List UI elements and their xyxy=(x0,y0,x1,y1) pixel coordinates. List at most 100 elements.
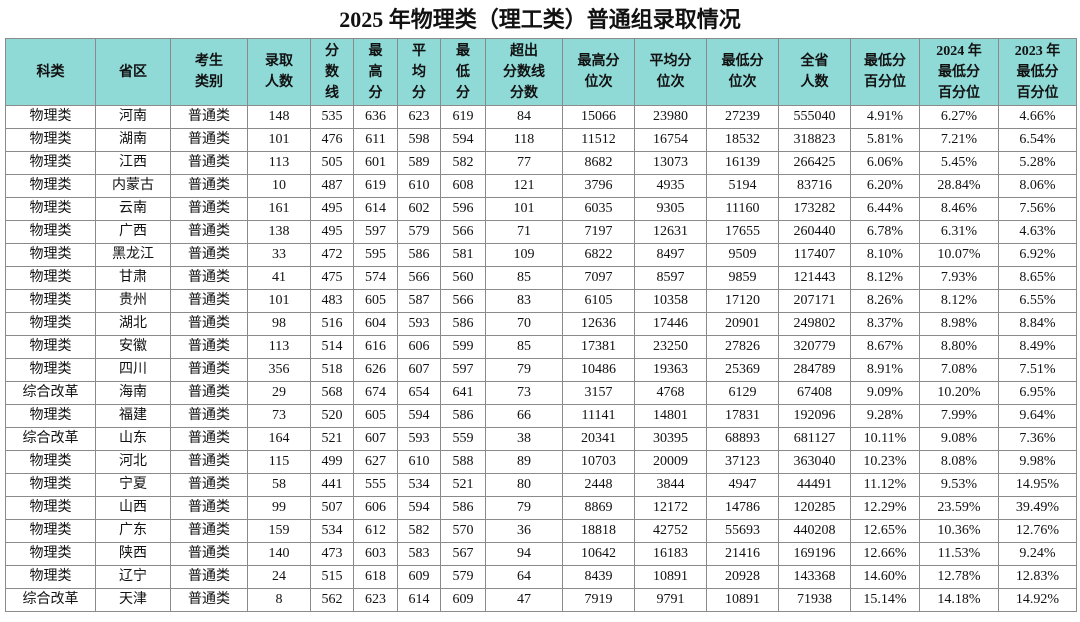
table-cell: 综合改革 xyxy=(5,381,96,405)
table-cell: 121 xyxy=(485,174,563,198)
table-cell: 85 xyxy=(485,266,563,290)
table-cell: 物理类 xyxy=(5,450,96,474)
table-cell: 609 xyxy=(397,565,441,589)
table-cell: 贵州 xyxy=(95,289,171,313)
table-cell: 521 xyxy=(310,427,354,451)
table-cell: 475 xyxy=(310,266,354,290)
table-cell: 天津 xyxy=(95,588,171,612)
table-cell: 7.99% xyxy=(919,404,999,428)
table-cell: 10.36% xyxy=(919,519,999,543)
table-cell: 499 xyxy=(310,450,354,474)
table-cell: 物理类 xyxy=(5,358,96,382)
table-cell: 23250 xyxy=(634,335,707,359)
column-header: 全省 人数 xyxy=(778,38,851,106)
table-cell: 562 xyxy=(310,588,354,612)
column-header: 录取 人数 xyxy=(247,38,311,106)
table-cell: 138 xyxy=(247,220,311,244)
table-cell: 8.12% xyxy=(850,266,920,290)
table-cell: 10358 xyxy=(634,289,707,313)
table-cell: 249802 xyxy=(778,312,851,336)
table-row: 综合改革 山东 普通类 164 521 607 593 559 38 20341 30395 6889… xyxy=(5,427,1077,451)
column-header: 2023 年 最低分 百分位 xyxy=(998,38,1077,106)
table-cell: 589 xyxy=(397,151,441,175)
table-cell: 518 xyxy=(310,358,354,382)
table-cell: 601 xyxy=(353,151,398,175)
table-cell: 甘肃 xyxy=(95,266,171,290)
table-cell: 6.78% xyxy=(850,220,920,244)
table-cell: 10891 xyxy=(634,565,707,589)
table-cell: 559 xyxy=(440,427,486,451)
table-cell: 674 xyxy=(353,381,398,405)
table-cell: 23980 xyxy=(634,105,707,129)
table-cell: 3796 xyxy=(562,174,635,198)
table-cell: 17655 xyxy=(706,220,779,244)
column-header: 最 低 分 xyxy=(440,38,486,106)
table-cell: 广西 xyxy=(95,220,171,244)
table-cell: 普通类 xyxy=(170,542,248,566)
table-cell: 普通类 xyxy=(170,519,248,543)
table-cell: 普通类 xyxy=(170,565,248,589)
table-cell: 164 xyxy=(247,427,311,451)
table-cell: 15.14% xyxy=(850,588,920,612)
table-cell: 681127 xyxy=(778,427,851,451)
table-cell: 603 xyxy=(353,542,398,566)
table-cell: 606 xyxy=(397,335,441,359)
table-cell: 6.44% xyxy=(850,197,920,221)
table-cell: 472 xyxy=(310,243,354,267)
table-cell: 79 xyxy=(485,358,563,382)
table-cell: 10642 xyxy=(562,542,635,566)
table-cell: 安徽 xyxy=(95,335,171,359)
table-cell: 4947 xyxy=(706,473,779,497)
column-header: 最低分 百分位 xyxy=(850,38,920,106)
table-cell: 98 xyxy=(247,312,311,336)
table-cell: 9305 xyxy=(634,197,707,221)
table-cell: 207171 xyxy=(778,289,851,313)
table-cell: 614 xyxy=(397,588,441,612)
table-cell: 物理类 xyxy=(5,312,96,336)
table-cell: 619 xyxy=(440,105,486,129)
table-cell: 24 xyxy=(247,565,311,589)
table-cell: 113 xyxy=(247,151,311,175)
table-cell: 607 xyxy=(353,427,398,451)
table-cell: 黑龙江 xyxy=(95,243,171,267)
table-cell: 534 xyxy=(310,519,354,543)
table-cell: 9791 xyxy=(634,588,707,612)
table-cell: 6.95% xyxy=(998,381,1077,405)
table-cell: 14801 xyxy=(634,404,707,428)
table-cell: 89 xyxy=(485,450,563,474)
table-cell: 520 xyxy=(310,404,354,428)
table-cell: 473 xyxy=(310,542,354,566)
table-cell: 物理类 xyxy=(5,565,96,589)
table-cell: 284789 xyxy=(778,358,851,382)
table-cell: 16139 xyxy=(706,151,779,175)
table-cell: 普通类 xyxy=(170,450,248,474)
table-cell: 566 xyxy=(440,289,486,313)
table-cell: 11.53% xyxy=(919,542,999,566)
table-cell: 8.10% xyxy=(850,243,920,267)
table-cell: 11160 xyxy=(706,197,779,221)
table-row: 物理类 安徽 普通类 113 514 616 606 599 85 17381 23250 27826… xyxy=(5,335,1077,359)
table-cell: 28.84% xyxy=(919,174,999,198)
table-cell: 593 xyxy=(397,427,441,451)
table-cell: 3844 xyxy=(634,473,707,497)
table-cell: 619 xyxy=(353,174,398,198)
table-cell: 6.06% xyxy=(850,151,920,175)
table-cell: 14.60% xyxy=(850,565,920,589)
table-cell: 363040 xyxy=(778,450,851,474)
table-cell: 85 xyxy=(485,335,563,359)
table-cell: 515 xyxy=(310,565,354,589)
table-cell: 4935 xyxy=(634,174,707,198)
table-cell: 14.95% xyxy=(998,473,1077,497)
table-row: 物理类 广西 普通类 138 495 597 579 566 71 7197 12631 17655 2… xyxy=(5,220,1077,244)
column-header: 分 数 线 xyxy=(310,38,354,106)
table-cell: 25369 xyxy=(706,358,779,382)
table-cell: 596 xyxy=(440,197,486,221)
table-row: 物理类 甘肃 普通类 41 475 574 566 560 85 7097 8597 9859 1214… xyxy=(5,266,1077,290)
table-cell: 99 xyxy=(247,496,311,520)
table-row: 综合改革 天津 普通类 8 562 623 614 609 47 7919 9791 10891 719… xyxy=(5,588,1077,612)
table-cell: 10703 xyxy=(562,450,635,474)
table-cell: 12.65% xyxy=(850,519,920,543)
table-cell: 582 xyxy=(440,151,486,175)
table-cell: 30395 xyxy=(634,427,707,451)
